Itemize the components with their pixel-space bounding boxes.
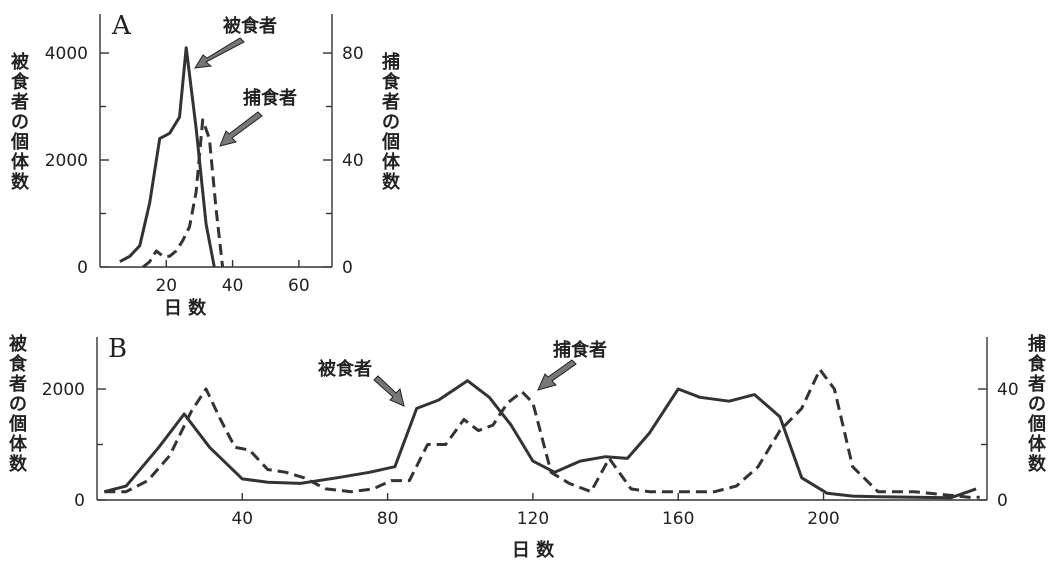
panel-b-x-axis-title: 日 数: [512, 539, 555, 561]
panel-b-series-predator-line: [104, 368, 980, 499]
panel-b-y-left-tick-label: 0: [74, 491, 85, 511]
panel-b-y-left-tick-label: 2000: [42, 380, 85, 400]
panel-b-right-axis-title: 捕食者の個体数: [1027, 333, 1047, 475]
panel-a-arrow-predator: [219, 111, 263, 147]
panel-a-annot-prey: 被食者: [223, 15, 277, 37]
panel-a-right-axis-title-text: 捕食者の個体数: [381, 51, 401, 193]
panel-a-x-axis-title: 日 数: [164, 297, 207, 319]
panel-a-series-predator-line: [142, 118, 225, 269]
panel-a-y-right-tick-label: 80: [342, 44, 364, 64]
panel-a-y-left-tick-label: 2000: [45, 151, 88, 171]
panel-b-x-tick-label: 40: [231, 509, 253, 529]
panel-a-left-axis-title-text: 被食者の個体数: [10, 51, 30, 193]
panel-a-series: [119, 46, 225, 269]
panel-b-left-axis-title: 被食者の個体数: [8, 333, 28, 475]
panel-b-right-axis-title-text: 捕食者の個体数: [1027, 333, 1047, 475]
panel-b-series: [103, 368, 980, 500]
panel-b-x-tick-label: 200: [807, 509, 839, 529]
panel-b-series-prey-line: [103, 379, 977, 500]
panel-a-left-axis-title: 被食者の個体数: [10, 51, 30, 193]
panel-b-y-right-tick-label: 40: [997, 380, 1019, 400]
panel-a-x-tick-label: 40: [222, 276, 244, 296]
panel-a-y-left-tick-label: 0: [77, 258, 88, 278]
panel-a-y-right-tick-label: 0: [342, 258, 353, 278]
panel-b-letter: B: [108, 334, 127, 364]
panel-b-arrow-predator: [537, 359, 577, 391]
panel-a-y-left-tick-label: 4000: [45, 44, 88, 64]
panel-a-annot-predator: 捕食者: [243, 87, 297, 109]
panel-b-arrow-prey: [373, 375, 405, 407]
panel-a-arrow-prey: [194, 37, 245, 69]
panel-a-right-axis-title: 捕食者の個体数: [381, 51, 401, 193]
panel-b-annot-prey: 被食者: [318, 358, 372, 380]
panel-b-x-tick-label: 120: [517, 509, 549, 529]
panel-a: A 20 40 60 0 2000 4000 0 40 80 被食者の個体数 捕食者の個体数 日…: [10, 11, 401, 319]
panel-a-y-right-tick-label: 40: [342, 151, 364, 171]
panel-b-left-axis-title-text: 被食者の個体数: [8, 333, 28, 475]
panel-a-letter: A: [111, 11, 132, 41]
panel-b-y-right-tick-label: 0: [997, 491, 1008, 511]
panel-b-annot-predator: 捕食者: [553, 339, 607, 361]
panel-a-ticks: 20 40 60 0 2000 4000 0 40 80: [45, 44, 364, 296]
panel-a-x-tick-label: 60: [288, 276, 310, 296]
panel-a-x-tick-label: 20: [155, 276, 177, 296]
panel-b-x-tick-label: 160: [662, 509, 694, 529]
panel-b-x-tick-label: 80: [377, 509, 399, 529]
